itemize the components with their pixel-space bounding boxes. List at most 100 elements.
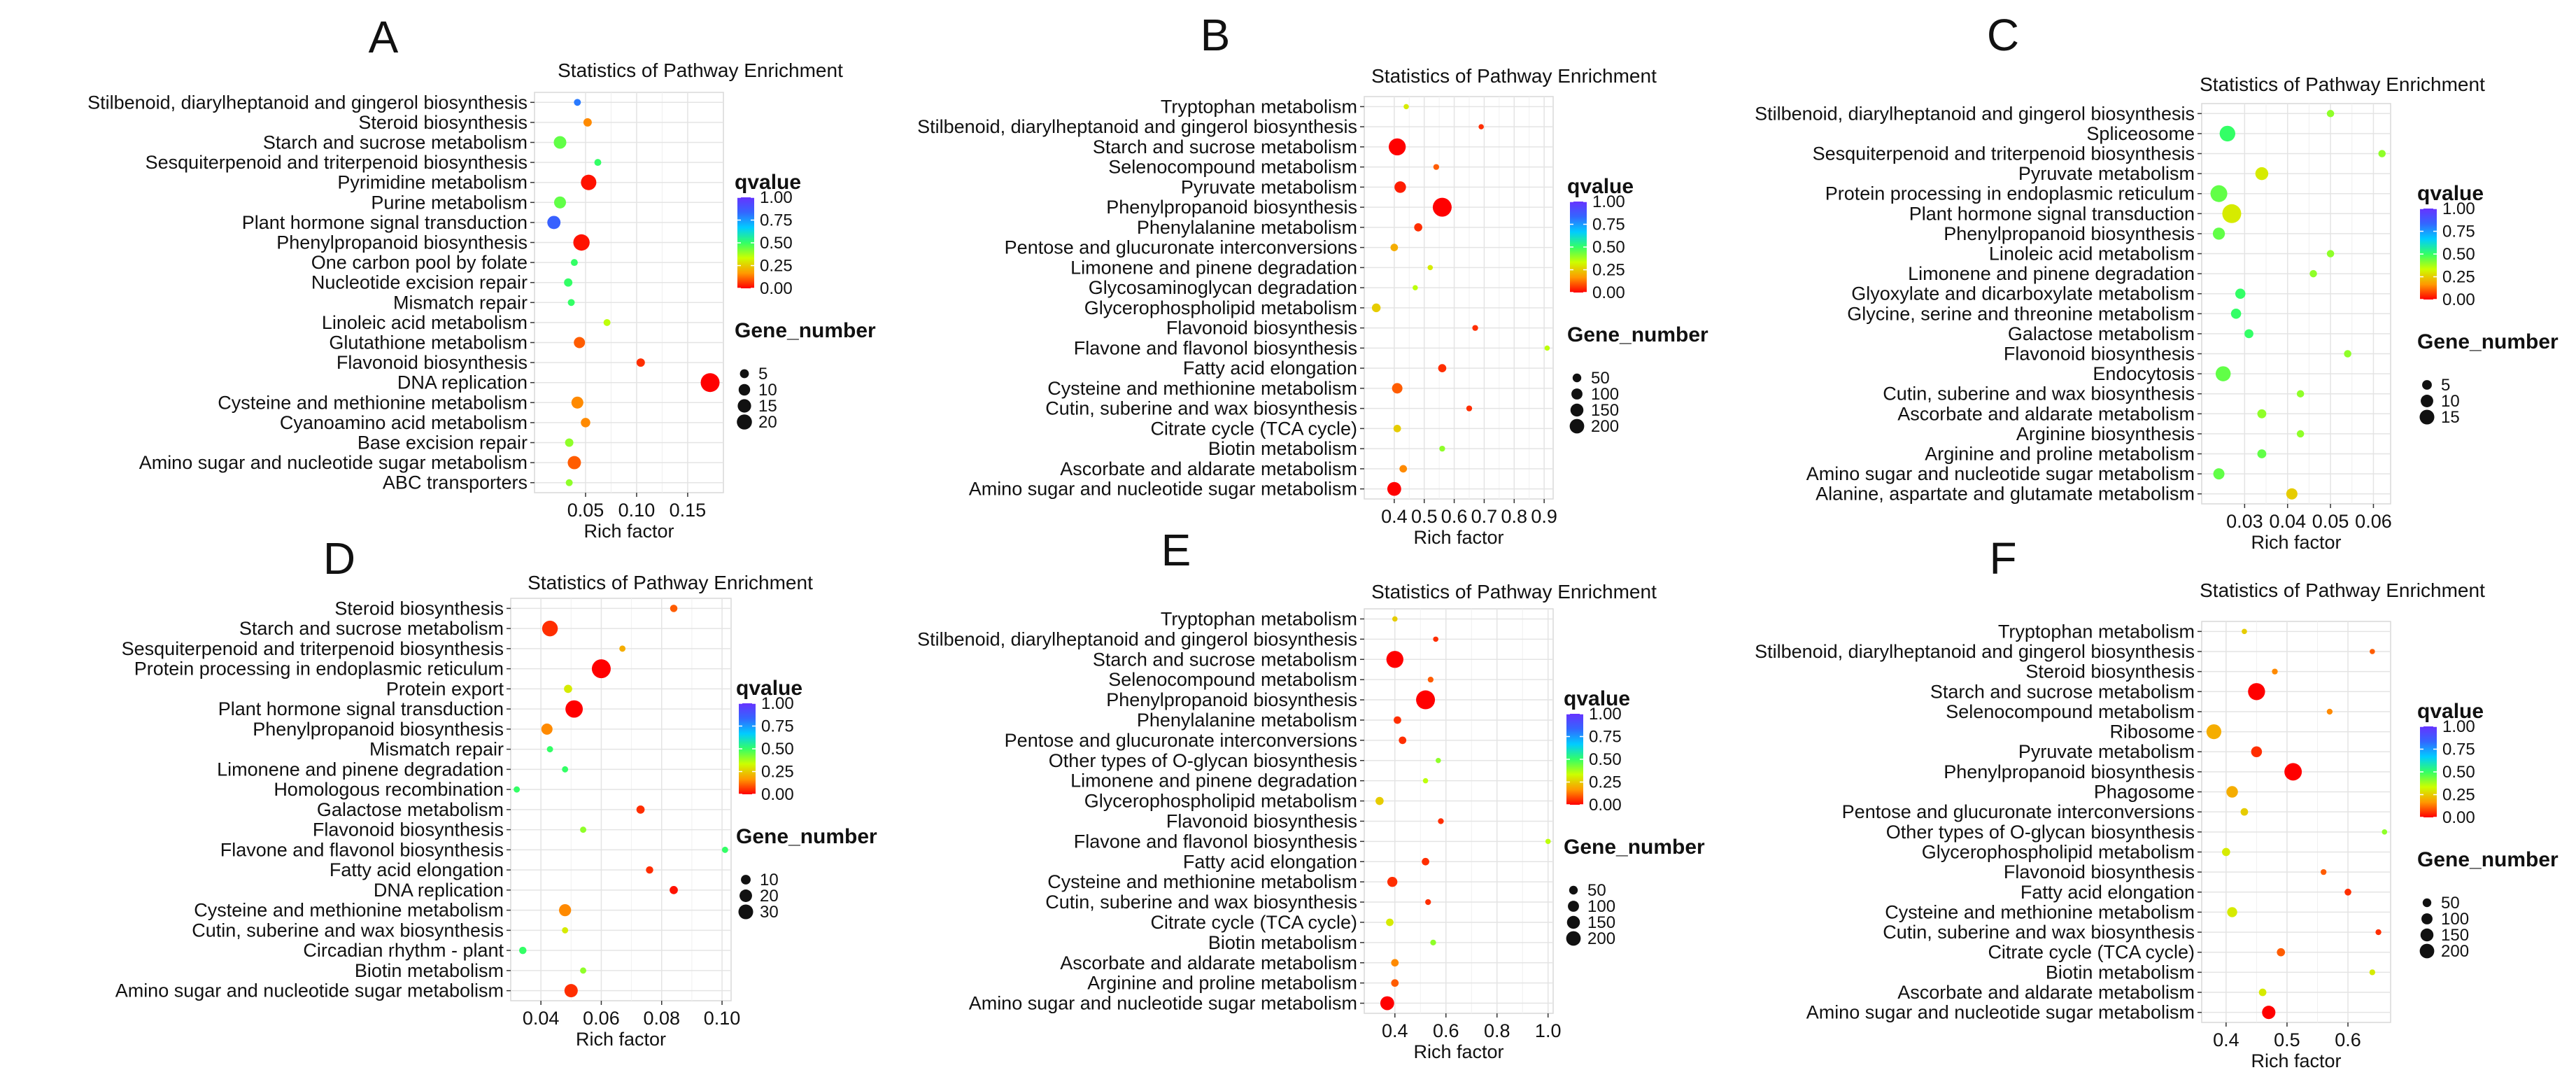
y-tick-label: Mismatch repair — [369, 739, 504, 760]
data-point — [1430, 939, 1436, 946]
data-point — [2277, 948, 2286, 957]
y-tick-label: Tryptophan metabolism — [1998, 621, 2195, 642]
x-tick-label: 0.10 — [704, 1008, 741, 1029]
colorbar-tick-label: 1.00 — [2442, 717, 2475, 736]
y-tick-label: Amino sugar and nucleotide sugar metabol… — [115, 980, 504, 1001]
data-point — [2206, 724, 2222, 740]
y-tick-label: One carbon pool by folate — [311, 252, 528, 273]
colorbar-tick-label: 0.75 — [2442, 223, 2475, 241]
size-legend-dot — [2420, 928, 2434, 942]
data-point — [2272, 668, 2278, 675]
x-tick-label: 0.6 — [2335, 1029, 2361, 1050]
y-tick-label: Amino sugar and nucleotide sugar metabol… — [1806, 1002, 2195, 1023]
data-point — [1439, 445, 1445, 452]
x-axis-label: Rich factor — [1413, 1041, 1503, 1062]
plot-area — [1364, 96, 1554, 500]
y-tick-label: Fatty acid elongation — [1183, 851, 1357, 872]
colorbar-tick-label: 1.00 — [760, 188, 793, 207]
data-point — [2286, 488, 2298, 500]
size-legend-label: 50 — [1591, 369, 1610, 388]
data-point — [519, 946, 527, 955]
y-tick-label: Pyruvate metabolism — [2018, 163, 2195, 184]
y-tick-label: Cyanoamino acid metabolism — [280, 412, 528, 433]
data-point — [1438, 818, 1444, 824]
y-tick-label: Steroid biosynthesis — [358, 112, 528, 133]
y-tick-label: Glutathione metabolism — [329, 332, 528, 353]
y-tick-label: Flavone and flavonol biosynthesis — [220, 839, 504, 860]
qvalue-legend-title: qvalue — [1564, 687, 1630, 710]
data-point — [565, 479, 573, 486]
data-point — [1386, 651, 1403, 668]
y-tick-label: Glycerophospholipid metabolism — [1084, 791, 1357, 812]
y-tick-label: Circadian rhythm - plant — [303, 940, 504, 961]
y-tick-label: Glyoxylate and dicarboxylate metabolism — [1851, 283, 2195, 304]
size-legend-label: 50 — [1587, 881, 1606, 900]
data-point — [573, 234, 590, 251]
y-tick-label: Endocytosis — [2093, 363, 2195, 384]
colorbar-tick-label: 0.00 — [2442, 290, 2475, 309]
data-point — [1433, 164, 1440, 170]
y-tick-label: Cysteine and methionine metabolism — [194, 900, 504, 921]
data-point — [2344, 888, 2351, 896]
y-tick-label: Starch and sucrose metabolism — [263, 132, 528, 153]
data-point — [581, 174, 597, 190]
x-tick-label: 0.05 — [567, 500, 604, 521]
data-point — [2213, 468, 2225, 480]
colorbar-tick-label: 0.00 — [761, 785, 794, 804]
y-tick-label: Ascorbate and aldarate metabolism — [1897, 403, 2195, 424]
data-point — [2227, 907, 2237, 917]
y-tick-label: Selenocompound metabolism — [1108, 669, 1357, 690]
y-tick-label: Stilbenoid, diarylheptanoid and gingerol… — [87, 92, 528, 113]
data-point — [1399, 736, 1407, 745]
data-point — [514, 786, 521, 793]
x-axis-label: Rich factor — [576, 1029, 666, 1050]
y-tick-label: Phenylpropanoid biosynthesis — [1106, 689, 1357, 710]
y-tick-label: Citrate cycle (TCA cycle) — [1150, 418, 1357, 439]
y-tick-label: Galactose metabolism — [2008, 323, 2195, 344]
data-point — [1392, 383, 1403, 394]
size-legend-dot — [2419, 409, 2435, 425]
y-tick-label: Phenylpropanoid biosynthesis — [253, 719, 504, 740]
y-tick-label: Homologous recombination — [274, 779, 504, 800]
gene-number-legend-title: Gene_number — [2417, 330, 2559, 353]
gene-number-legend-title: Gene_number — [1567, 323, 1708, 346]
y-tick-label: Flavonoid biosynthesis — [2004, 344, 2195, 365]
x-axis-label: Rich factor — [2251, 1050, 2341, 1071]
size-legend-label: 20 — [760, 887, 779, 906]
y-tick-label: Cysteine and methionine metabolism — [1885, 901, 2195, 922]
x-tick-label: 0.05 — [2312, 511, 2349, 532]
size-legend-label: 20 — [758, 413, 777, 432]
y-tick-label: Base excision repair — [358, 432, 528, 453]
data-point — [2369, 969, 2376, 976]
x-tick-label: 0.6 — [1441, 506, 1468, 527]
y-tick-label: Sesquiterpenoid and triterpenoid biosynt… — [146, 152, 528, 173]
y-tick-label: Flavonoid biosynthesis — [1166, 810, 1357, 831]
x-tick-label: 0.04 — [523, 1008, 560, 1029]
size-legend-label: 30 — [760, 903, 779, 922]
data-point — [2235, 288, 2246, 299]
y-tick-label: Fatty acid elongation — [2021, 882, 2195, 903]
qvalue-legend-title: qvalue — [1567, 175, 1634, 198]
data-point — [1387, 481, 1401, 496]
y-tick-label: Cysteine and methionine metabolism — [218, 392, 528, 413]
colorbar-tick-label: 0.25 — [1592, 261, 1625, 280]
panel-letter: C — [1987, 10, 2019, 60]
data-point — [1478, 124, 1484, 129]
y-tick-label: Phenylpropanoid biosynthesis — [1106, 197, 1357, 218]
plot-area — [534, 92, 724, 493]
gene-number-legend-title: Gene_number — [736, 825, 877, 848]
y-tick-label: Biotin metabolism — [1208, 932, 1357, 953]
size-legend-label: 200 — [1591, 417, 1619, 436]
y-tick-label: Sesquiterpenoid and triterpenoid biosynt… — [122, 638, 504, 659]
size-legend-dot — [1569, 885, 1578, 895]
size-legend-dot — [1570, 403, 1584, 417]
x-tick-label: 0.6 — [1433, 1020, 1459, 1041]
size-legend-label: 5 — [758, 365, 767, 383]
data-point — [2262, 1006, 2276, 1020]
gene-number-legend-title: Gene_number — [1564, 836, 1705, 859]
data-point — [546, 746, 553, 753]
data-point — [2248, 683, 2265, 701]
size-legend-dot — [1566, 915, 1580, 929]
x-tick-label: 0.8 — [1501, 506, 1528, 527]
